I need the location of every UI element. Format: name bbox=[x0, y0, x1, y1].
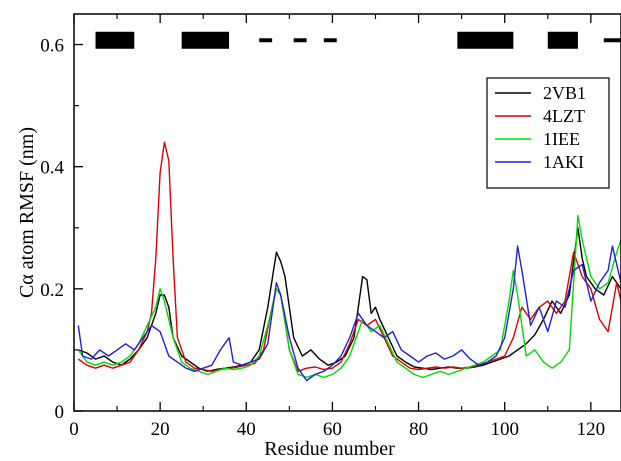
structure-bar-8 bbox=[603, 38, 621, 43]
secondary-structure-bars bbox=[95, 31, 621, 49]
structure-bar-4 bbox=[293, 38, 307, 43]
structure-bar-5 bbox=[323, 38, 337, 43]
axis-ticks: 0 20 40 60 80 100 120 0 0.2 0.4 0.6 bbox=[40, 14, 605, 440]
legend-box bbox=[486, 77, 610, 189]
x-tick-label: 20 bbox=[151, 419, 170, 440]
structure-bar-1 bbox=[95, 31, 135, 49]
series-line-1iee bbox=[77, 214, 621, 379]
structure-bar-6 bbox=[457, 31, 514, 49]
legend-label-2vb1: 2VB1 bbox=[543, 83, 586, 103]
structure-bar-2 bbox=[181, 31, 230, 49]
x-tick-label: 0 bbox=[69, 419, 79, 440]
plot-frame bbox=[73, 13, 621, 412]
y-tick-label: 0 bbox=[55, 402, 65, 423]
y-tick-label: 0.6 bbox=[40, 36, 64, 57]
x-tick-label: 100 bbox=[490, 419, 519, 440]
x-tick-label: 120 bbox=[577, 419, 606, 440]
y-tick-label: 0.4 bbox=[40, 158, 64, 179]
structure-bar-7 bbox=[547, 31, 578, 49]
x-axis-title: Residue number bbox=[264, 438, 395, 460]
x-tick-label: 80 bbox=[409, 419, 428, 440]
legend-label-1aki: 1AKI bbox=[543, 152, 584, 172]
y-axis-title: Cα atom RMSF (nm) bbox=[16, 127, 38, 298]
series-line-4lzt bbox=[77, 141, 621, 372]
series-line-1aki bbox=[77, 245, 621, 382]
y-tick-label: 0.2 bbox=[40, 280, 64, 301]
x-tick-label: 40 bbox=[237, 419, 256, 440]
legend: 2VB1 4LZT 1IEE 1AKI bbox=[486, 77, 610, 189]
x-tick-label: 60 bbox=[323, 419, 342, 440]
legend-label-4lzt: 4LZT bbox=[543, 106, 585, 126]
structure-bar-3 bbox=[259, 38, 273, 43]
series-lines bbox=[77, 141, 621, 382]
series-line-2vb1 bbox=[78, 227, 621, 372]
legend-label-1iee: 1IEE bbox=[543, 129, 580, 149]
